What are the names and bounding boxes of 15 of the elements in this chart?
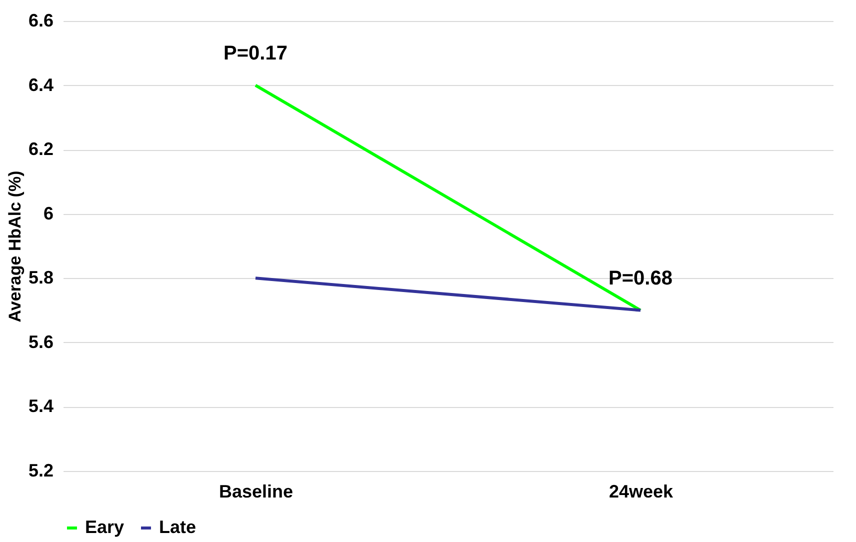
y-tick-label: 6.4	[28, 74, 54, 95]
x-tick-label: 24week	[608, 482, 674, 502]
y-tick-label: 6.2	[28, 139, 54, 160]
legend-label: Eary	[85, 517, 124, 537]
y-tick-label: 5.4	[28, 396, 54, 416]
legend-label: Late	[159, 517, 196, 537]
y-tick-label: 5.8	[28, 268, 54, 288]
annotation: P=0.68	[608, 267, 672, 290]
y-tick-label: 5.2	[28, 460, 54, 480]
y-tick-label: 6.6	[28, 10, 54, 30]
y-tick-label: 5.6	[28, 332, 54, 352]
annotation: P=0.17	[224, 42, 288, 64]
y-axis-title: Average HbAlc (%)	[5, 170, 24, 322]
y-tick-label: 6	[43, 203, 54, 224]
x-tick-label: Baseline	[218, 482, 294, 502]
